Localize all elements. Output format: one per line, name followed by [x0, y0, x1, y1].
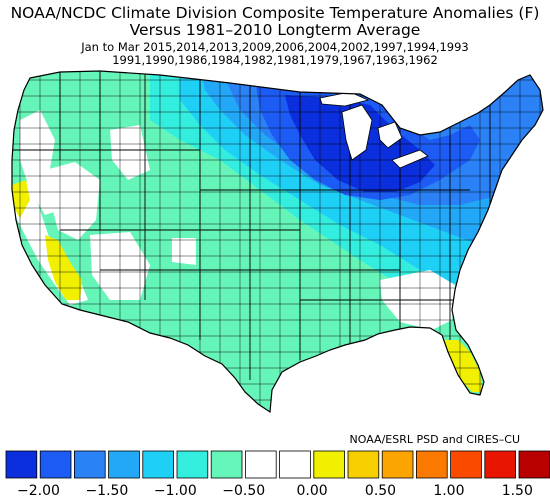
legend-color-box — [415, 450, 448, 479]
neutral-area-great-basin — [45, 162, 100, 240]
legend-color-box — [210, 450, 243, 479]
legend-tick-label: 0.00 — [297, 483, 328, 499]
legend-color-box — [176, 450, 209, 479]
legend-color-box — [39, 450, 72, 479]
legend-tick-labels: −2.00−1.50−1.00−0.500.000.501.001.502.00 — [17, 483, 533, 499]
source-credit: NOAA/ESRL PSD and CIRES–CU — [349, 433, 520, 446]
legend-color-box — [518, 450, 550, 479]
years-line-1: Jan to Mar 2015,2014,2013,2009,2006,2004… — [81, 40, 469, 54]
map-subtitle: Versus 1981–2010 Longterm Average — [129, 21, 421, 39]
warm-area-southern-california — [45, 235, 82, 300]
neutral-area-southwest — [172, 238, 196, 265]
legend-tick-label: −2.00 — [17, 483, 60, 499]
legend-color-box — [142, 450, 175, 479]
legend-color-box — [5, 450, 38, 479]
warm-area-florida — [440, 340, 482, 392]
legend-color-box — [279, 450, 311, 479]
legend-color-box — [74, 450, 106, 479]
legend-tick-label: 1.00 — [433, 483, 464, 499]
anomaly-fill-layer — [12, 71, 543, 412]
legend-color-box — [244, 450, 277, 479]
legend-color-box — [108, 450, 140, 479]
lake-huron — [377, 121, 403, 149]
legend-color-box — [347, 450, 380, 479]
legend-tick-label: −1.00 — [154, 483, 197, 499]
legend-color-box — [313, 450, 345, 479]
map-title: NOAA/NCDC Climate Division Composite Tem… — [10, 4, 540, 22]
warm-area-northern-california — [12, 180, 30, 218]
color-legend: −2.00−1.50−1.00−0.500.000.501.001.502.00 — [5, 450, 550, 499]
legend-color-box — [381, 450, 414, 479]
legend-tick-label: 1.50 — [502, 483, 533, 499]
legend-boxes — [5, 450, 550, 479]
anomaly-map — [11, 70, 544, 413]
lake-michigan — [341, 104, 373, 161]
legend-color-box — [484, 450, 516, 479]
legend-tick-label: −1.50 — [85, 483, 128, 499]
lake-erie — [391, 149, 429, 169]
legend-tick-label: −0.50 — [222, 483, 265, 499]
state-boundaries — [12, 71, 491, 380]
legend-tick-label: 0.50 — [365, 483, 396, 499]
legend-color-box — [450, 450, 482, 479]
years-line-2: 1991,1990,1986,1984,1982,1981,1979,1967,… — [112, 53, 438, 67]
